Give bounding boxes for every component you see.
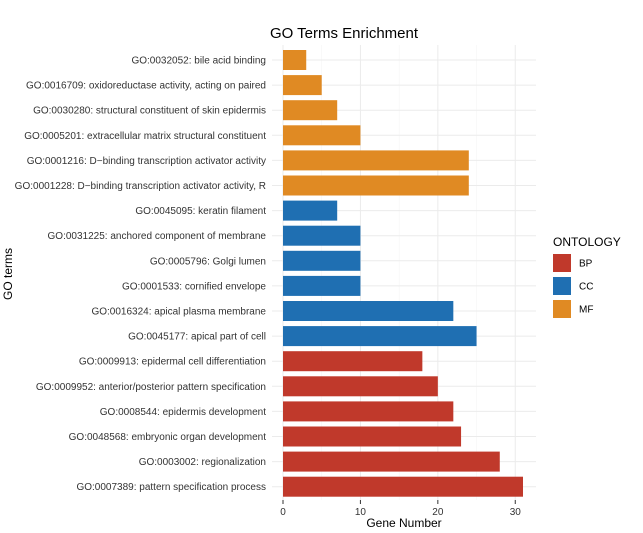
x-tick-label: 20 [432, 507, 444, 518]
bar [283, 50, 307, 70]
x-axis-title: Gene Number [366, 516, 441, 530]
bar [283, 150, 469, 171]
y-tick-label: GO:0045177: apical part of cell [128, 332, 266, 343]
bar [283, 301, 454, 321]
y-tick-label: GO:0009913: epidermal cell differentiati… [79, 357, 266, 368]
y-tick-label: GO:0045095: keratin filament [135, 206, 266, 217]
bar [283, 275, 361, 296]
bar [283, 401, 454, 422]
y-axis-title: GO terms [1, 248, 15, 300]
y-tick-label: GO:0001533: cornified envelope [122, 281, 266, 292]
x-axis: 0 10 20 30 [280, 500, 521, 518]
y-tick-label: GO:0001216: D−binding transcription acti… [27, 156, 266, 167]
y-tick-label: GO:0009952: anterior/posterior pattern s… [36, 382, 266, 393]
y-tick-label: GO:0016324: apical plasma membrane [91, 307, 266, 318]
bar [283, 376, 438, 397]
y-tick-label: GO:0030280: structural constituent of sk… [33, 106, 266, 117]
y-tick-labels: GO:0032052: bile acid binding GO:0016709:… [15, 56, 267, 494]
legend-label: BP [579, 259, 593, 270]
legend-title: ONTOLOGY [553, 235, 621, 249]
legend-swatch [553, 254, 571, 272]
bar [283, 250, 361, 271]
y-tick-label: GO:0001228: D−binding transcription acti… [15, 181, 266, 192]
legend-label: CC [579, 282, 593, 293]
bar [283, 426, 462, 447]
y-tick-label: GO:0007389: pattern specification proces… [76, 482, 266, 493]
bar [283, 125, 361, 146]
legend-swatch [553, 300, 571, 318]
bars [283, 50, 523, 497]
x-tick-label: 0 [280, 507, 286, 518]
bar [283, 175, 469, 196]
bar [283, 451, 500, 472]
legend: ONTOLOGY BP CC MF [553, 235, 621, 318]
legend-swatch [553, 277, 571, 295]
y-tick-label: GO:0048568: embryonic organ development [69, 432, 267, 443]
bar [283, 351, 423, 372]
chart-title: GO Terms Enrichment [270, 25, 419, 42]
y-tick-label: GO:0005201: extracellular matrix structu… [24, 131, 266, 142]
y-tick-label: GO:0005796: Golgi lumen [150, 256, 266, 267]
bar [283, 225, 361, 246]
bar [283, 200, 338, 221]
x-tick-label: 30 [510, 507, 522, 518]
x-tick-label: 10 [355, 507, 367, 518]
y-tick-label: GO:0032052: bile acid binding [131, 56, 266, 67]
legend-label: MF [579, 305, 593, 316]
y-tick-label: GO:0008544: epidermis development [100, 407, 266, 418]
bar [283, 100, 338, 121]
y-tick-label: GO:0016709: oxidoreductase activity, act… [26, 81, 266, 92]
bar [283, 476, 523, 497]
y-tick-label: GO:0031225: anchored component of membra… [48, 231, 267, 242]
bar [283, 326, 477, 347]
y-tick-label: GO:0003002: regionalization [139, 457, 266, 468]
bar [283, 75, 322, 96]
